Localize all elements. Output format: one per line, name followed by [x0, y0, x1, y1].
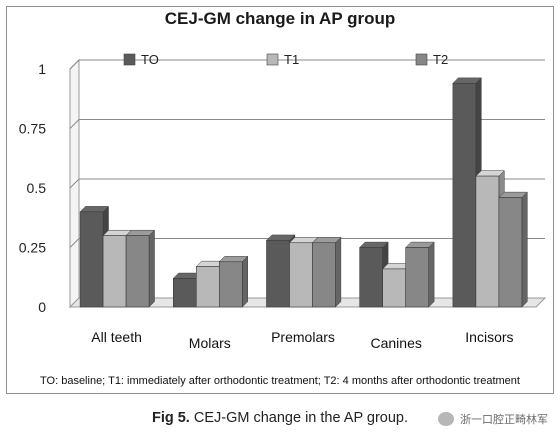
bar-front [359, 247, 384, 308]
bar-top [79, 206, 110, 213]
x-category-label: Canines [371, 335, 422, 351]
legend-label: T2 [433, 52, 448, 67]
bar-top [452, 77, 482, 84]
bar-top [405, 241, 435, 248]
x-category-label: Molars [189, 335, 231, 351]
bar-top [265, 234, 296, 241]
bar-front [196, 266, 220, 308]
gridline [69, 59, 545, 70]
caption-label: Fig 5. [151, 410, 190, 426]
bar-front [102, 235, 127, 308]
bar-side [428, 241, 435, 308]
bar-front [312, 242, 336, 308]
y-tick-label: 0.75 [19, 121, 46, 137]
wechat-icon [438, 412, 454, 426]
bar-top [475, 170, 505, 177]
legend-label: TO [141, 52, 159, 67]
watermark-text: 浙一口腔正畸林军 [460, 414, 548, 426]
bar-side [521, 191, 528, 308]
chart-figure: CEJ-GM change in AP group 0 0.25 0.5 0.75 1 … [6, 6, 554, 394]
bar-side [148, 229, 155, 308]
legend-item-T1: T1 [266, 52, 299, 67]
figure-caption: Fig 5. CEJ-GM change in the AP group. [0, 410, 560, 426]
legend-label: T1 [284, 52, 299, 67]
y-tick-label: 0.25 [19, 240, 46, 256]
bar-side [335, 236, 342, 308]
y-tick-labels: 0 0.25 0.5 0.75 1 [19, 61, 46, 315]
bar-T2-molars [218, 255, 249, 308]
bars-layer [79, 77, 528, 308]
bar-front [452, 82, 477, 308]
legend-swatch [266, 53, 279, 66]
bar-T2-incisors [498, 191, 528, 308]
bar-front [289, 242, 313, 308]
legend-swatch [415, 53, 428, 66]
legend-item-TO: TO [123, 52, 159, 67]
watermark: 浙一口腔正畸林军 [438, 411, 548, 427]
gridline [69, 119, 545, 129]
legend: TO T1 T2 [123, 52, 448, 67]
x-category-label: All teeth [91, 329, 142, 345]
bar-front [405, 247, 430, 308]
legend-item-T2: T2 [415, 52, 448, 67]
bar-front [382, 268, 407, 308]
bar-front [475, 175, 500, 308]
x-category-label: Incisors [465, 329, 513, 345]
bar-top [125, 229, 156, 236]
bar-front [173, 278, 197, 308]
bar-T2-premolars [311, 236, 342, 308]
bar-front [79, 211, 104, 308]
bar-T2-all-teeth [125, 229, 156, 308]
gridline [69, 238, 545, 248]
x-category-labels: All teeth Molars Premolars Canines Incisors [91, 329, 513, 351]
chart-svg: CEJ-GM change in AP group 00.250.50.751 … [19, 9, 547, 387]
bar-top [359, 241, 389, 248]
x-category-label: Premolars [271, 329, 335, 345]
chart-title: CEJ-GM change in AP group [165, 9, 395, 28]
bar-top [498, 191, 528, 198]
bar-T2-canines [405, 241, 435, 308]
bar-front [498, 197, 523, 308]
gridline [69, 178, 545, 189]
bar-side [242, 255, 248, 308]
bar-top [311, 237, 342, 243]
y-tick-label: 1 [38, 61, 46, 77]
chart-footnote: TO: baseline; T1: immediately after orth… [40, 375, 520, 387]
y-tick-label: 0 [38, 299, 46, 315]
bar-top [218, 256, 249, 263]
legend-swatch [123, 53, 136, 66]
bar-front [266, 240, 290, 308]
bar-front [219, 261, 243, 308]
y-tick-label: 0.5 [27, 180, 47, 196]
bar-front [125, 235, 150, 308]
caption-text: CEJ-GM change in the AP group. [193, 410, 409, 426]
